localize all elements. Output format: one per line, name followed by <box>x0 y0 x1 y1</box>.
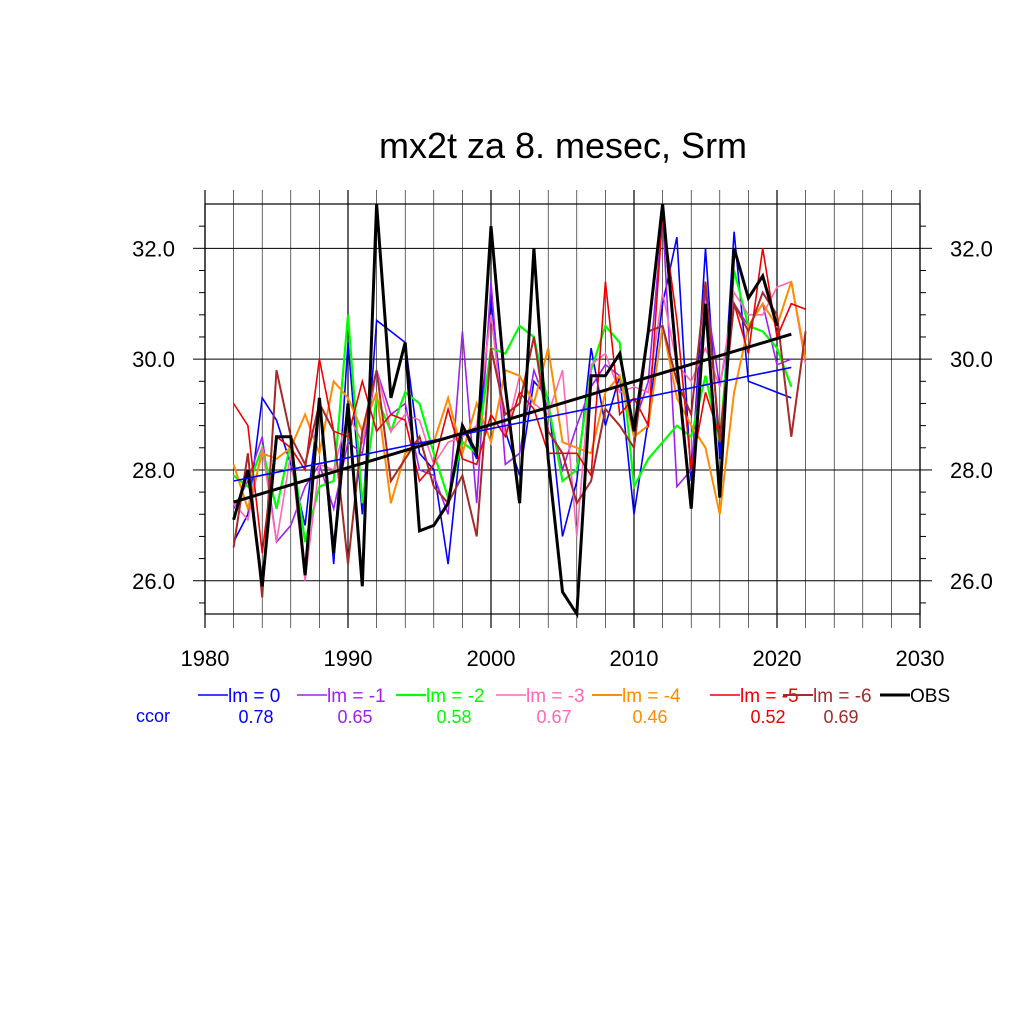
x-tick-label: 1980 <box>181 646 230 671</box>
x-tick-label: 2030 <box>896 646 945 671</box>
series-layer <box>232 203 807 619</box>
ccor-value: 0.52 <box>750 707 785 727</box>
ccor-value: 0.69 <box>823 707 858 727</box>
ccor-value: 0.46 <box>632 707 667 727</box>
series-line <box>232 281 807 598</box>
y-tick-label-right: 32.0 <box>950 236 993 261</box>
legend-entry: lm = -2 <box>426 686 485 707</box>
legend-entry: OBS <box>910 686 950 707</box>
x-tick-label: 2020 <box>753 646 802 671</box>
legend-entry: lm = -6 <box>813 686 872 707</box>
x-tick-label: 1990 <box>324 646 373 671</box>
y-tick-label-left: 26.0 <box>132 569 175 594</box>
legend-entry: lm = -3 <box>526 686 585 707</box>
y-tick-label-right: 30.0 <box>950 347 993 372</box>
y-tick-label-left: 28.0 <box>132 458 175 483</box>
trend-line <box>233 332 792 504</box>
legend-entry: lm = 0 <box>228 686 280 707</box>
legend-entry: lm = -1 <box>327 686 386 707</box>
ccor-label: ccor <box>136 706 170 726</box>
ccor-value: 0.65 <box>337 707 372 727</box>
legend: ccor lm = 00.78 lm = -10.65 lm = -20.58 lm =… <box>136 686 950 727</box>
trend-line <box>233 366 792 482</box>
chart-title: mx2t za 8. mesec, Srm <box>379 125 747 166</box>
trend-layer <box>233 332 792 504</box>
y-tick-label-right: 26.0 <box>950 569 993 594</box>
series-line <box>232 214 806 554</box>
y-tick-label-left: 32.0 <box>132 236 175 261</box>
legend-entry: lm = -4 <box>622 686 681 707</box>
ccor-value: 0.67 <box>536 707 571 727</box>
series-line <box>232 203 779 619</box>
x-tick-label: 2000 <box>467 646 516 671</box>
y-tick-label-left: 30.0 <box>132 347 175 372</box>
ccor-value: 0.58 <box>436 707 471 727</box>
axes: 1980 1990 2000 2010 2020 2030 26.0 26.0 28.0 28.0… <box>132 203 993 671</box>
y-tick-label-right: 28.0 <box>950 458 993 483</box>
ccor-value: 0.78 <box>238 707 273 727</box>
plot-frame <box>204 203 921 615</box>
legend-entry: lm = -5 <box>740 686 799 707</box>
x-tick-label: 2010 <box>610 646 659 671</box>
